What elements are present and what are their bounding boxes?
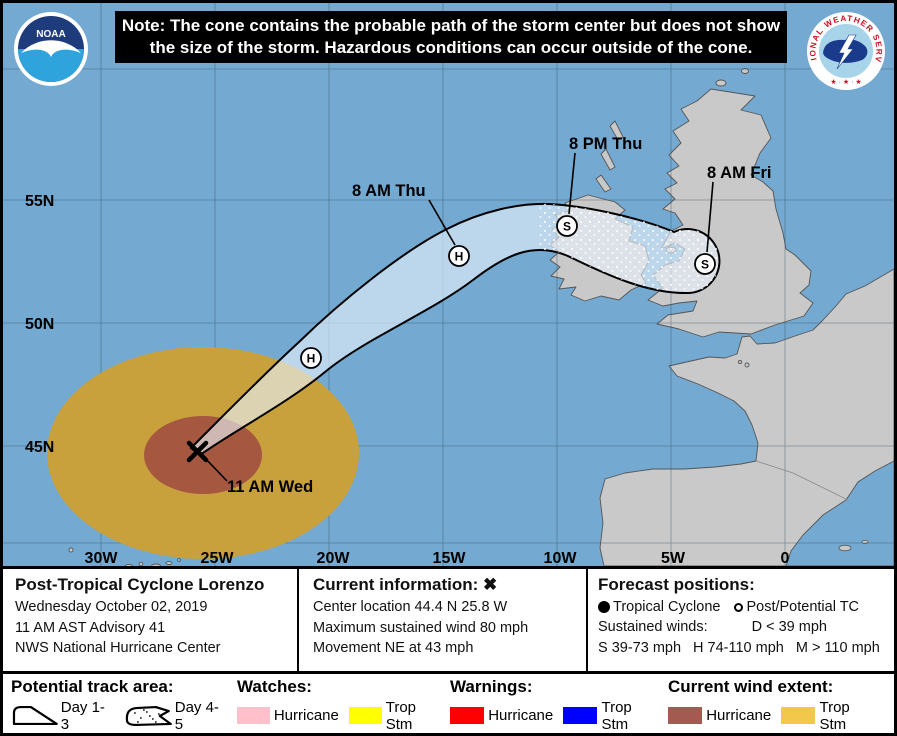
post-potential-circle-icon xyxy=(734,602,744,612)
day45-cone-icon xyxy=(125,705,172,726)
current-wind: Maximum sustained wind 80 mph xyxy=(313,619,529,636)
noaa-logo-text: NOAA xyxy=(36,29,65,40)
marker-letter: S xyxy=(701,258,709,272)
marker-letter: H xyxy=(455,250,464,264)
noaa-gull-icon xyxy=(21,40,81,57)
legend-panel: Potential track area: Day 1-3 Day 4-5 Wa… xyxy=(3,671,894,733)
lat-label: 50N xyxy=(25,316,54,333)
hurricane-warning-swatch xyxy=(450,707,485,725)
info-panel: Post-Tropical Cyclone Lorenzo Wednesday … xyxy=(3,566,894,671)
warnings-title: Warnings: xyxy=(450,677,533,696)
tropical-cyclone-dot-icon xyxy=(598,601,610,614)
storm-name: Post-Tropical Cyclone Lorenzo xyxy=(15,575,265,594)
watches-title: Watches: xyxy=(237,677,312,696)
wind-extent-title: Current wind extent: xyxy=(668,677,834,696)
tropstm-warning-label: Trop Stm xyxy=(601,698,632,733)
nws-logo: NATIONAL WEATHER SERVICE ★ · ★ · ★ xyxy=(806,11,886,96)
land-shetland xyxy=(741,68,749,74)
lon-label: 20W xyxy=(317,550,351,566)
land-balearics xyxy=(838,540,869,552)
wind-cat-m: M > 110 mph xyxy=(795,639,880,656)
lon-label: 10W xyxy=(544,550,578,566)
storm-advisory: 11 AM AST Advisory 41 xyxy=(15,619,166,636)
hurricane-extent-label: Hurricane xyxy=(706,707,772,725)
lon-label: 25W xyxy=(201,550,235,566)
legend-wind-extent: Current wind extent: Hurricane Trop Stm xyxy=(668,677,886,733)
noaa-logo: NOAA xyxy=(13,11,89,92)
lon-label: 5W xyxy=(661,550,686,566)
marker-circle xyxy=(556,215,578,237)
marker-letter: S xyxy=(563,220,571,234)
land-hebrides xyxy=(609,120,624,141)
storm-date: Wednesday October 02, 2019 xyxy=(15,599,208,615)
hurricane-watch-swatch xyxy=(237,707,270,725)
land-channel-islands xyxy=(737,359,743,365)
lon-label: 30W xyxy=(85,550,119,566)
hurricane-warning-label: Hurricane xyxy=(488,707,554,725)
tropstm-warning-swatch xyxy=(563,707,598,725)
legend-watches: Watches: Hurricane Trop Stm xyxy=(237,677,450,733)
marker-circle xyxy=(448,245,470,267)
land-channel-islands xyxy=(744,362,750,368)
note-banner: Note: The cone contains the probable pat… xyxy=(115,11,787,63)
day13-label: Day 1-3 xyxy=(60,698,105,733)
note-line-2: the size of the storm. Hazardous conditi… xyxy=(149,37,753,57)
current-position-x-marker xyxy=(186,440,209,463)
legend-warnings: Warnings: Hurricane Trop Stm xyxy=(450,677,668,733)
land-hebrides xyxy=(595,174,612,193)
tropstm-watch-swatch xyxy=(348,707,382,725)
current-movement: Movement NE at 43 mph xyxy=(313,640,474,657)
tropical-cyclone-label: Tropical Cyclone xyxy=(613,599,721,615)
legend-track-area: Potential track area: Day 1-3 Day 4-5 xyxy=(11,677,237,732)
mediterranean-sea xyxy=(785,460,894,566)
post-potential-label: Post/Potential TC xyxy=(746,599,860,615)
lon-label: 15W xyxy=(433,550,467,566)
lat-label: 55N xyxy=(25,193,54,210)
time-label-thu-pm: 8 PM Thu xyxy=(569,135,642,153)
current-info-panel: Current information: ✖ Center location 4… xyxy=(299,569,588,671)
marker-circle xyxy=(694,253,716,275)
nws-stars: ★ · ★ · ★ xyxy=(830,78,861,86)
tropstm-watch-label: Trop Stm xyxy=(385,698,417,733)
land-hebrides xyxy=(600,148,616,171)
marker-circle xyxy=(300,347,322,369)
forecast-map: 55N 50N 45N 30W 25W 20W 15W 10W 5W 0 xyxy=(3,3,894,566)
forecast-position-markers: H H S S xyxy=(300,215,716,369)
time-label-thu-am: 8 AM Thu xyxy=(352,182,426,200)
leader-lines xyxy=(202,152,714,482)
wind-cat-d: D < 39 mph xyxy=(751,619,827,636)
land-continental-europe xyxy=(599,268,894,566)
marker-letter: H xyxy=(307,352,316,366)
border-pyrenees xyxy=(755,460,849,501)
tropstm-extent-label: Trop Stm xyxy=(819,698,850,733)
time-label-fri-am: 8 AM Fri xyxy=(707,164,771,182)
basemap-svg: 55N 50N 45N 30W 25W 20W 15W 10W 5W 0 xyxy=(3,3,894,566)
tropstm-extent-swatch xyxy=(781,707,816,725)
lat-label: 45N xyxy=(25,439,54,456)
note-line-1: Note: The cone contains the probable pat… xyxy=(121,16,781,35)
current-location: Center location 44.4 N 25.8 W xyxy=(313,599,508,615)
storm-id-panel: Post-Tropical Cyclone Lorenzo Wednesday … xyxy=(3,569,299,671)
graticule-labels: 55N 50N 45N 30W 25W 20W 15W 10W 5W 0 xyxy=(25,193,790,566)
wind-cat-s: S 39-73 mph xyxy=(598,639,682,656)
hurricane-watch-label: Hurricane xyxy=(273,707,339,725)
time-labels: 8 AM Thu 8 PM Thu 8 AM Fri 11 AM Wed xyxy=(227,135,771,496)
track-area-title: Potential track area: xyxy=(11,677,174,696)
day45-label: Day 4-5 xyxy=(174,698,219,733)
forecast-positions-panel: Forecast positions: Tropical Cyclone Pos… xyxy=(588,569,894,671)
forecast-positions-title: Forecast positions: xyxy=(598,575,755,594)
sustained-winds-label: Sustained winds: xyxy=(598,619,708,636)
nws-lightning-icon xyxy=(836,34,857,70)
land-azores xyxy=(68,547,181,566)
day13-cone-icon xyxy=(12,705,58,725)
storm-agency: NWS National Hurricane Center xyxy=(15,640,221,657)
hurricane-extent-swatch xyxy=(668,707,703,725)
wind-cat-h: H 74-110 mph xyxy=(693,639,784,656)
lon-label: 0 xyxy=(781,550,790,566)
current-info-title: Current information: ✖ xyxy=(313,575,498,594)
land-orkney xyxy=(715,79,727,87)
time-label-wed-am: 11 AM Wed xyxy=(227,478,313,496)
